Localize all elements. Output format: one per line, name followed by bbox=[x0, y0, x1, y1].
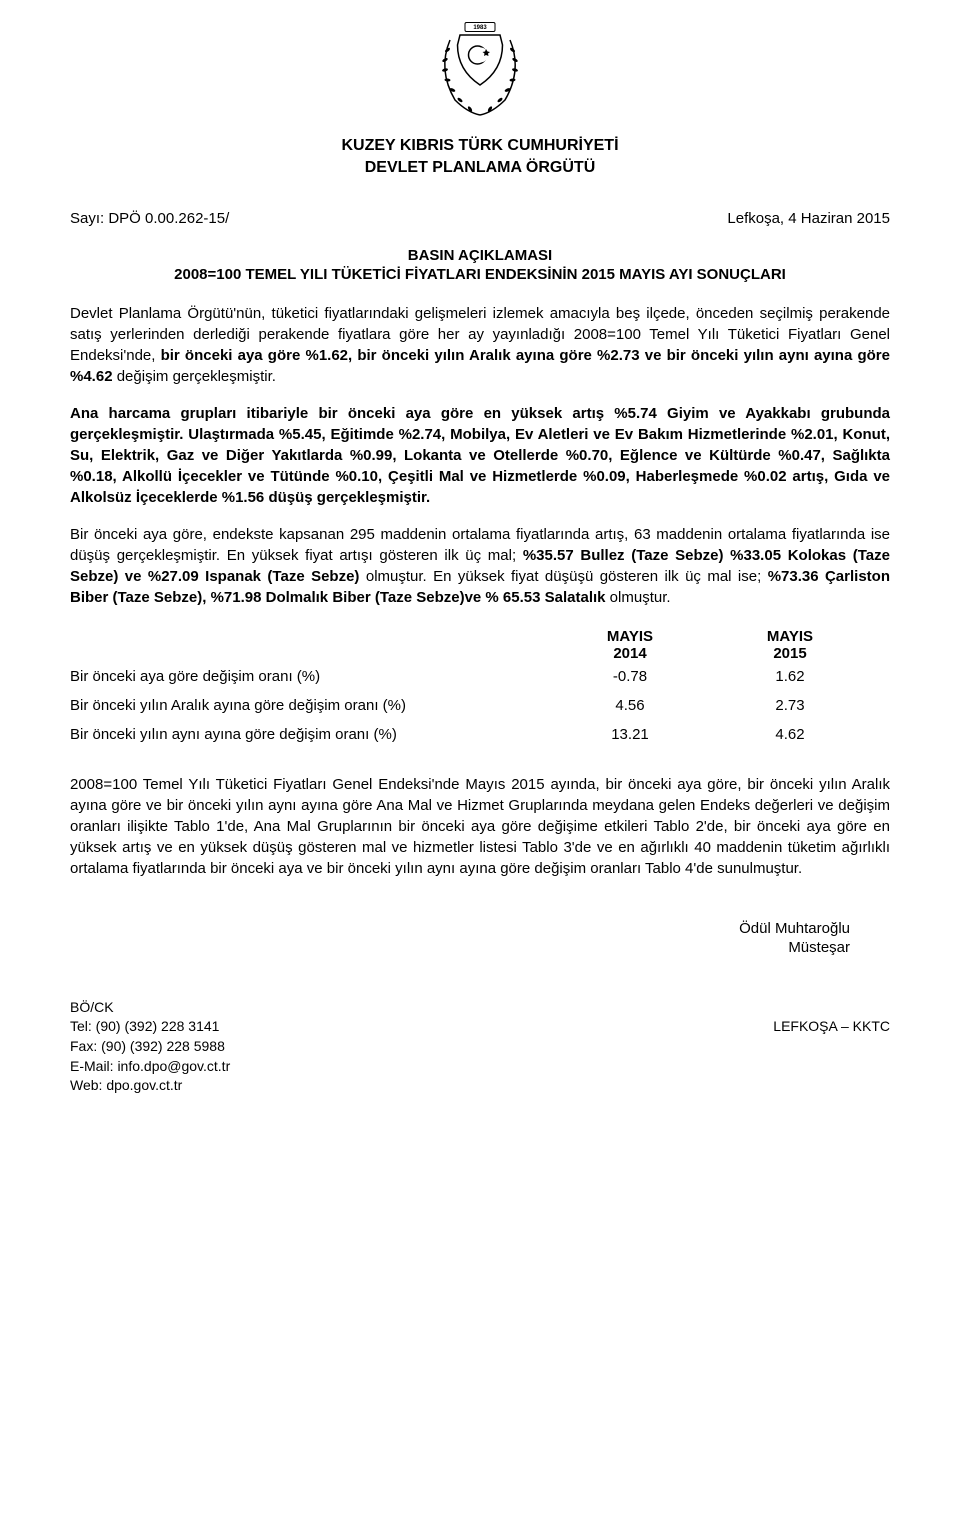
change-rate-table: MAYIS 2014 MAYIS 2015 Bir önceki aya gör… bbox=[70, 628, 890, 749]
footer-location: LEFKOŞA – KKTC bbox=[773, 1017, 890, 1037]
paragraph-4: 2008=100 Temel Yılı Tüketici Fiyatları G… bbox=[70, 774, 890, 879]
row-label: Bir önceki yılın Aralık ayına göre değiş… bbox=[70, 697, 550, 714]
p1-text2: değişim gerçekleşmiştir. bbox=[113, 368, 276, 385]
emblem-year: 1983 bbox=[473, 25, 487, 31]
emblem-svg: 1983 bbox=[420, 20, 540, 120]
signatory-name: Ödül Muhtaroğlu bbox=[70, 919, 850, 939]
row-val-2014: 4.56 bbox=[550, 697, 710, 714]
p3-text3: olmuştur. bbox=[606, 589, 671, 606]
state-emblem: 1983 bbox=[70, 20, 890, 125]
row-val-2015: 2.73 bbox=[710, 697, 870, 714]
row-val-2015: 1.62 bbox=[710, 668, 870, 685]
table-row: Bir önceki aya göre değişim oranı (%) -0… bbox=[70, 662, 890, 691]
row-val-2015: 4.62 bbox=[710, 726, 870, 743]
row-label: Bir önceki yılın aynı ayına göre değişim… bbox=[70, 726, 550, 743]
press-release-subtitle: 2008=100 TEMEL YILI TÜKETİCİ FİYATLARI E… bbox=[70, 266, 890, 283]
reference-number: Sayı: DPÖ 0.00.262-15/ bbox=[70, 210, 229, 227]
footer-tel: Tel: (90) (392) 228 3141 bbox=[70, 1017, 219, 1037]
table-row: Bir önceki yılın Aralık ayına göre değiş… bbox=[70, 691, 890, 720]
press-release-title: BASIN AÇIKLAMASI bbox=[70, 247, 890, 264]
header-line2: DEVLET PLANLAMA ÖRGÜTÜ bbox=[70, 157, 890, 179]
paragraph-2: Ana harcama grupları itibariyle bir önce… bbox=[70, 403, 890, 508]
signatory-title: Müsteşar bbox=[70, 938, 850, 958]
footer-fax: Fax: (90) (392) 228 5988 bbox=[70, 1037, 890, 1057]
place-date: Lefkoşa, 4 Haziran 2015 bbox=[727, 210, 890, 227]
header-line1: KUZEY KIBRIS TÜRK CUMHURİYETİ bbox=[70, 135, 890, 157]
footer-web: Web: dpo.gov.ct.tr bbox=[70, 1076, 890, 1096]
reference-date-row: Sayı: DPÖ 0.00.262-15/ Lefkoşa, 4 Hazira… bbox=[70, 210, 890, 227]
footer-initials: BÖ/CK bbox=[70, 998, 890, 1018]
col-header-2014: MAYIS 2014 bbox=[550, 628, 710, 662]
footer-block: BÖ/CK Tel: (90) (392) 228 3141 LEFKOŞA –… bbox=[70, 998, 890, 1096]
footer-email: E-Mail: info.dpo@gov.ct.tr bbox=[70, 1057, 890, 1077]
row-label: Bir önceki aya göre değişim oranı (%) bbox=[70, 668, 550, 685]
table-row: Bir önceki yılın aynı ayına göre değişim… bbox=[70, 720, 890, 749]
org-header: KUZEY KIBRIS TÜRK CUMHURİYETİ DEVLET PLA… bbox=[70, 135, 890, 180]
paragraph-3: Bir önceki aya göre, endekste kapsanan 2… bbox=[70, 524, 890, 608]
table-header-row: MAYIS 2014 MAYIS 2015 bbox=[70, 628, 890, 662]
col-header-2015: MAYIS 2015 bbox=[710, 628, 870, 662]
row-val-2014: 13.21 bbox=[550, 726, 710, 743]
signature-block: Ödül Muhtaroğlu Müsteşar bbox=[70, 919, 850, 958]
paragraph-1: Devlet Planlama Örgütü'nün, tüketici fiy… bbox=[70, 303, 890, 387]
row-val-2014: -0.78 bbox=[550, 668, 710, 685]
p3-text2: olmuştur. En yüksek fiyat düşüşü göstere… bbox=[359, 568, 767, 585]
